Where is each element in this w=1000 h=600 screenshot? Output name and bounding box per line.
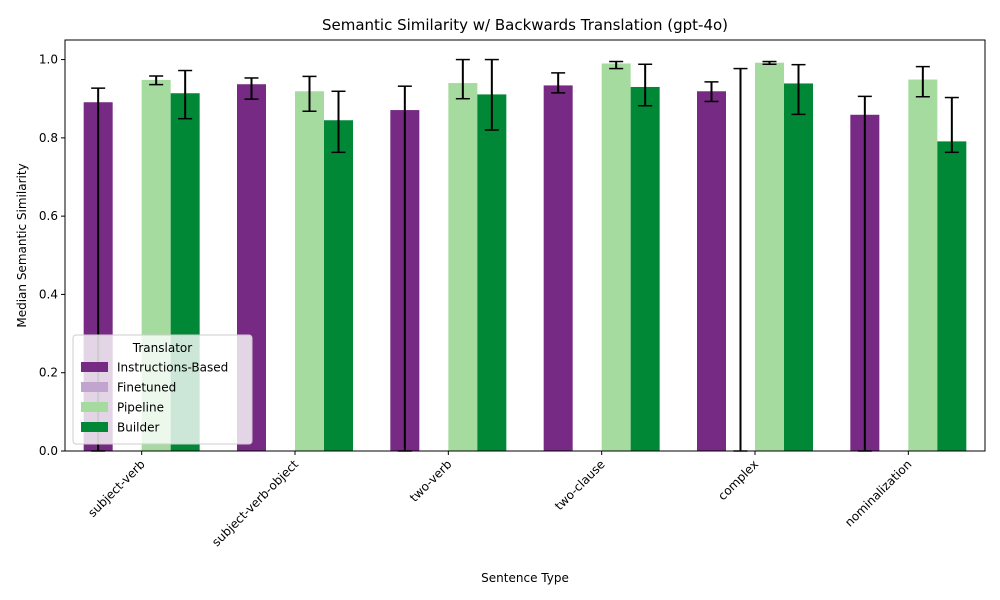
error-bar-builder-two-verb [484, 58, 499, 131]
error-bar-pipeline-nominalization [915, 65, 930, 98]
legend-item-pipeline: Pipeline [81, 401, 164, 415]
x-tick-label-two-verb: two-verb [407, 457, 454, 504]
bar-pipeline-subject-verb-object [295, 91, 324, 451]
legend-frame [72, 334, 253, 445]
error-bar-builder-subject-verb-object [331, 90, 346, 154]
legend-label: Builder [117, 421, 160, 435]
error-bar-finetuned-complex [733, 67, 748, 452]
bar-builder-nominalization [937, 141, 967, 451]
error-bar-builder-nominalization [944, 96, 959, 154]
legend-swatch [81, 422, 108, 432]
x-tick-label-subject-verb: subject-verb [85, 457, 148, 520]
legend-swatch [81, 382, 108, 392]
error-bar-instructions-based-subject-verb-object [244, 77, 259, 100]
bar-builder-subject-verb-object [324, 120, 353, 451]
x-tick-label-subject-verb-object: subject-verb-object [209, 457, 301, 549]
plot-area: 0.0 0.2 0.4 0.6 0.8 1.0 subject-verb subject-ve… [39, 39, 986, 549]
legend-label: Pipeline [117, 401, 164, 415]
error-bar-instructions-based-complex [704, 81, 719, 103]
bar-builder-complex [784, 83, 813, 451]
bar-instructions-based-two-clause [543, 85, 573, 452]
legend-label: Finetuned [117, 381, 176, 395]
bar-builder-two-verb [477, 94, 507, 451]
legend-item-instructions-based: Instructions-Based [81, 361, 228, 375]
y-tick-label: 0.0 [39, 444, 58, 458]
bar-pipeline-complex [755, 62, 784, 452]
x-tick-label-two-clause: two-clause [552, 457, 608, 513]
x-axis-label: Sentence Type [481, 571, 569, 585]
error-bar-pipeline-two-verb [455, 58, 470, 100]
legend-item-builder: Builder [81, 421, 160, 435]
x-tick-label-nominalization: nominalization [842, 457, 914, 529]
legend-title: Translator [132, 341, 192, 355]
bar-instructions-based-complex [697, 91, 726, 451]
y-tick-label: 0.8 [39, 131, 58, 145]
x-tick-label-complex: complex [715, 457, 761, 503]
error-bar-builder-two-clause [638, 63, 653, 107]
y-tick-label: 0.2 [39, 366, 58, 380]
error-bar-pipeline-complex [762, 60, 777, 66]
error-bar-instructions-based-two-clause [551, 72, 566, 94]
y-tick-label: 0.6 [39, 209, 58, 223]
bar-pipeline-nominalization [908, 79, 938, 451]
legend-swatch [81, 402, 108, 412]
plot-frame [64, 39, 986, 452]
legend-swatch [81, 362, 108, 372]
y-tick-label: 1.0 [39, 53, 58, 67]
legend: Translator Instructions-Based Finetuned Pi… [72, 334, 253, 445]
error-bar-pipeline-two-clause [609, 60, 624, 70]
error-bar-builder-complex [791, 63, 806, 116]
error-bar-pipeline-subject-verb-object [302, 75, 317, 112]
bar-builder-two-clause [630, 86, 660, 451]
bar-pipeline-two-verb [448, 83, 478, 452]
error-bar-builder-subject-verb [178, 69, 193, 120]
y-tick-label: 0.4 [39, 287, 58, 301]
legend-item-finetuned: Finetuned [81, 381, 176, 395]
chart-title: Semantic Similarity w/ Backwards Transla… [322, 16, 728, 34]
y-axis-label: Median Semantic Similarity [15, 163, 29, 327]
error-bar-pipeline-subject-verb [149, 75, 164, 86]
bar-pipeline-two-clause [601, 63, 631, 451]
legend-label: Instructions-Based [117, 361, 228, 375]
